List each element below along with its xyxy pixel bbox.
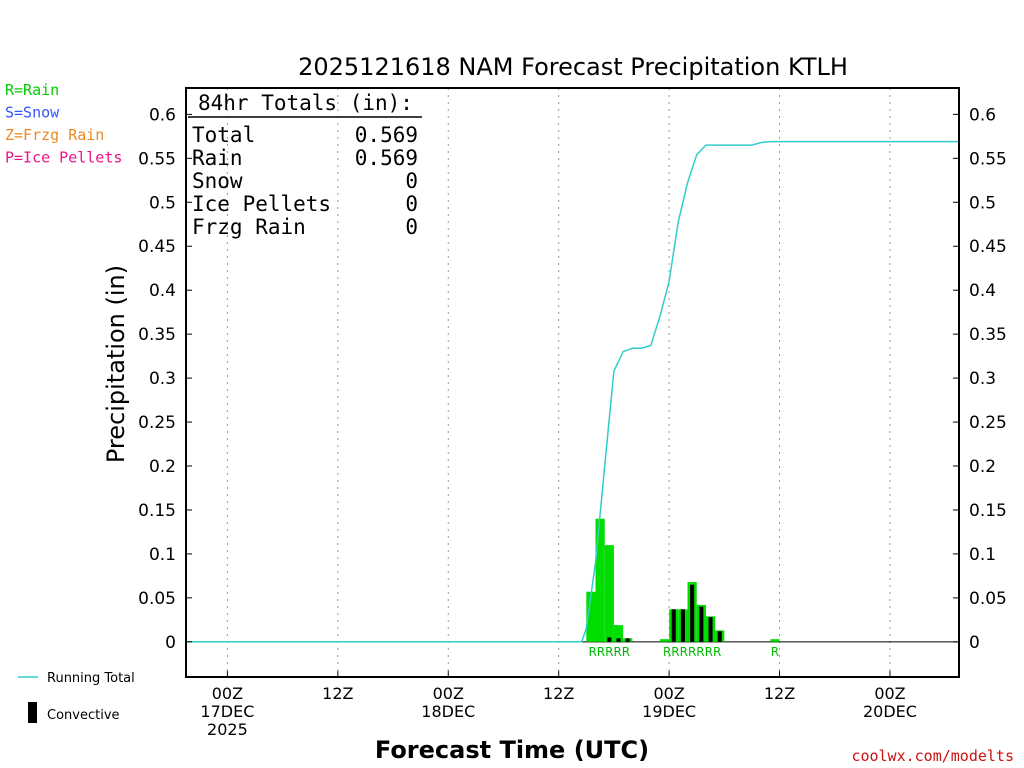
y-tick-label-right: 0.05: [969, 589, 1007, 609]
totals-heading: 84hr Totals (in):: [198, 91, 413, 115]
y-tick-label-left: 0.6: [149, 105, 176, 125]
y-tick-label-right: 0.2: [969, 457, 996, 477]
y-tick-label-right: 0.25: [969, 413, 1007, 433]
ptype-legend-entry: P=Ice Pellets: [5, 149, 122, 167]
ptype-legend-entry: R=Rain: [5, 81, 59, 99]
x-tick-label: 00Z: [433, 684, 464, 703]
y-tick-label-left: 0.2: [149, 457, 176, 477]
running-total-line: [186, 140, 959, 643]
convective-bar: [699, 606, 704, 642]
y-tick-label-right: 0.55: [969, 149, 1007, 169]
totals-row-value: 0.569: [355, 146, 418, 170]
convective-bar: [625, 638, 630, 642]
plot-frame: [185, 87, 960, 678]
y-tick-label-left: 0.05: [138, 589, 176, 609]
x-tick-label: 00Z: [212, 684, 243, 703]
ptype-label: R: [771, 645, 779, 659]
convective-legend-label: Convective: [47, 708, 120, 723]
y-tick-label-left: 0.1: [149, 545, 176, 565]
totals-row-label: Rain: [192, 146, 243, 170]
x-tick-label: 12Z: [543, 684, 574, 703]
convective-bar: [671, 609, 676, 642]
convective-bar: [607, 637, 612, 642]
convective-bar: [616, 638, 621, 642]
ptype-legend-entry: Z=Frzg Rain: [5, 126, 104, 144]
running-total-legend-label: Running Total: [47, 671, 135, 686]
convective-bar: [680, 609, 685, 642]
convective-swatch: [28, 702, 37, 723]
ptype-legend-entry: S=Snow: [5, 104, 60, 122]
y-tick-label-right: 0.45: [969, 237, 1007, 257]
y-tick-label-left: 0.35: [138, 325, 176, 345]
y-tick-label-right: 0.3: [969, 369, 996, 389]
totals-row-value: 0: [405, 192, 418, 216]
y-tick-label-left: 0.55: [138, 149, 176, 169]
y-tick-label-right: 0: [969, 633, 980, 653]
x-tick-label: 19DEC: [642, 702, 696, 721]
rain-bar: [659, 639, 670, 642]
y-tick-label-right: 0.35: [969, 325, 1007, 345]
chart-title: 2025121618 NAM Forecast Precipitation KT…: [298, 53, 848, 81]
bars: RRRRR RRRRRRR R: [586, 518, 780, 659]
x-axis-label: Forecast Time (UTC): [375, 736, 649, 764]
totals-row-value: 0: [405, 215, 418, 239]
totals-row-value: 0.569: [355, 123, 418, 147]
y-tick-label-left: 0: [165, 633, 176, 653]
ptype-label: RRRRR: [588, 645, 630, 659]
convective-bar: [690, 584, 695, 642]
y-tick-label-left: 0.45: [138, 237, 176, 257]
totals-row-label: Total: [192, 123, 255, 147]
x-tick-label: 00Z: [874, 684, 905, 703]
x-tick-label: 2025: [207, 720, 248, 739]
y-axis-label: Precipitation (in): [102, 265, 130, 463]
y-tick-label-left: 0.25: [138, 413, 176, 433]
y-tick-label-left: 0.4: [149, 281, 176, 301]
gridlines: [186, 88, 959, 677]
rain-bar: [586, 591, 596, 642]
y-tick-label-left: 0.3: [149, 369, 176, 389]
y-tick-label-right: 0.15: [969, 501, 1007, 521]
x-tick-label: 20DEC: [863, 702, 917, 721]
x-tick-label: 12Z: [764, 684, 795, 703]
totals-row-label: Ice Pellets: [192, 192, 331, 216]
rain-bar: [613, 625, 624, 642]
y-tick-label-right: 0.4: [969, 281, 996, 301]
y-tick-label-right: 0.5: [969, 193, 996, 213]
running-total-line-group: [186, 140, 959, 643]
rain-bar: [770, 639, 780, 642]
series-legend: Running Total Convective: [18, 671, 135, 723]
convective-bar: [708, 617, 713, 642]
totals-row-value: 0: [405, 169, 418, 193]
rain-bar: [604, 545, 614, 642]
totals-box: 84hr Totals (in): Total 0.569 Rain 0.569 Sno…: [188, 91, 422, 239]
credit-text: coolwx.com/modelts: [851, 747, 1014, 765]
totals-row-label: Snow: [192, 169, 243, 193]
totals-row-label: Frzg Rain: [192, 215, 306, 239]
convective-bar: [717, 631, 722, 642]
x-tick-label: 00Z: [653, 684, 684, 703]
x-tick-label: 12Z: [322, 684, 353, 703]
y-tick-label-left: 0.15: [138, 501, 176, 521]
y-tick-label-right: 0.1: [969, 545, 996, 565]
y-tick-label-right: 0.6: [969, 105, 996, 125]
precip-type-legend: R=Rain S=Snow Z=Frzg Rain P=Ice Pellets: [5, 81, 122, 167]
x-tick-label: 18DEC: [421, 702, 475, 721]
x-tick-label: 17DEC: [200, 702, 254, 721]
ptype-label: RRRRRRR: [663, 645, 721, 659]
rain-bar: [595, 518, 605, 642]
y-tick-label-left: 0.5: [149, 193, 176, 213]
